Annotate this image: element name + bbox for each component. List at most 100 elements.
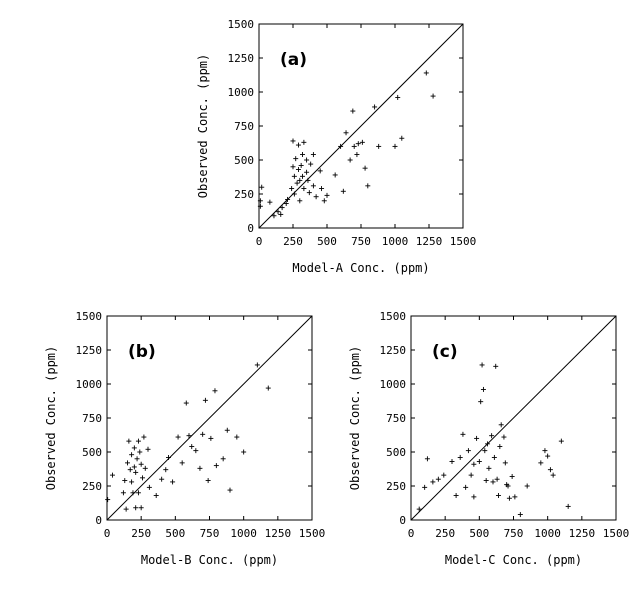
x-axis-label: Model-B Conc. (ppm) xyxy=(141,553,278,567)
data-point xyxy=(453,493,459,499)
data-point xyxy=(463,484,469,490)
data-point xyxy=(422,484,428,490)
data-point xyxy=(310,152,316,158)
data-point xyxy=(332,172,338,178)
data-point xyxy=(179,460,185,466)
panel-label: (c) xyxy=(432,342,458,362)
data-point xyxy=(285,196,291,202)
data-point xyxy=(278,211,284,217)
data-point xyxy=(359,139,365,145)
data-point xyxy=(300,173,306,179)
data-point xyxy=(202,397,208,403)
data-point xyxy=(298,162,304,168)
one-to-one-line xyxy=(106,315,313,521)
y-tick-label: 500 xyxy=(82,446,102,459)
y-tick-label: 1500 xyxy=(380,310,407,323)
data-point xyxy=(138,505,144,511)
data-point xyxy=(131,445,137,451)
data-point xyxy=(486,465,492,471)
data-point xyxy=(558,438,564,444)
data-point xyxy=(441,472,447,478)
data-point xyxy=(489,433,495,439)
x-tick-label: 1500 xyxy=(450,235,477,248)
x-tick-label: 1250 xyxy=(265,527,292,540)
data-point xyxy=(304,169,310,175)
data-point xyxy=(297,198,303,204)
data-point xyxy=(423,70,429,76)
data-point xyxy=(145,446,151,452)
data-point xyxy=(170,479,176,485)
data-point xyxy=(290,164,296,170)
data-point xyxy=(304,157,310,163)
data-point xyxy=(183,400,189,406)
y-tick-label: 250 xyxy=(386,480,406,493)
data-point xyxy=(460,431,466,437)
y-axis-label: Observed Conc. (ppm) xyxy=(44,346,58,491)
data-point xyxy=(449,459,455,465)
data-point xyxy=(457,454,463,460)
data-point xyxy=(297,177,303,183)
data-point xyxy=(133,469,139,475)
data-point xyxy=(479,362,485,368)
data-point xyxy=(109,472,115,478)
scatter-panel-c: 00 250 250 500 500 750 750 1000 1000 1250 1250 1500… xyxy=(348,310,629,567)
y-tick-label: 0 xyxy=(399,514,406,527)
data-point xyxy=(542,448,548,454)
data-point xyxy=(271,213,277,219)
data-point xyxy=(306,190,312,196)
x-tick-label: 1250 xyxy=(569,527,596,540)
data-point xyxy=(565,503,571,509)
data-point xyxy=(308,161,314,167)
data-point xyxy=(241,449,247,455)
data-point xyxy=(550,472,556,478)
x-tick-label: 750 xyxy=(351,235,371,248)
y-tick-label: 0 xyxy=(247,222,254,235)
data-point xyxy=(468,472,474,478)
data-point xyxy=(163,467,169,473)
data-point xyxy=(197,465,203,471)
data-point xyxy=(126,438,132,444)
data-point xyxy=(497,444,503,450)
data-point xyxy=(129,479,135,485)
data-point xyxy=(175,434,181,440)
data-point xyxy=(186,433,192,439)
data-point xyxy=(301,139,307,145)
data-point xyxy=(166,454,171,460)
data-point xyxy=(212,388,218,394)
x-tick-label: 500 xyxy=(317,235,337,248)
data-point xyxy=(120,490,126,496)
data-point xyxy=(491,454,497,460)
data-point xyxy=(482,448,488,454)
data-point xyxy=(362,165,368,171)
data-point xyxy=(350,108,356,114)
data-point xyxy=(512,494,518,500)
data-point xyxy=(509,473,515,479)
data-point xyxy=(502,460,508,466)
data-point xyxy=(474,435,480,441)
data-point xyxy=(430,479,436,485)
x-tick-label: 0 xyxy=(408,527,415,540)
x-tick-label: 1500 xyxy=(299,527,326,540)
data-point xyxy=(142,465,148,471)
x-tick-label: 1000 xyxy=(534,527,561,540)
data-point xyxy=(494,476,500,482)
data-point xyxy=(547,467,553,473)
data-point xyxy=(130,490,136,496)
data-point xyxy=(227,487,233,493)
data-point xyxy=(301,186,307,192)
y-tick-label: 1250 xyxy=(76,344,103,357)
data-point xyxy=(476,459,482,465)
y-tick-label: 0 xyxy=(95,514,102,527)
data-point xyxy=(495,493,501,499)
y-tick-label: 1000 xyxy=(228,86,255,99)
data-point xyxy=(129,452,135,458)
one-to-one-line xyxy=(410,315,617,521)
x-tick-label: 250 xyxy=(435,527,455,540)
data-point xyxy=(424,456,430,462)
data-point xyxy=(159,476,165,482)
data-point xyxy=(483,478,489,484)
x-tick-label: 250 xyxy=(283,235,303,248)
data-point xyxy=(416,506,422,512)
data-point xyxy=(517,512,523,518)
